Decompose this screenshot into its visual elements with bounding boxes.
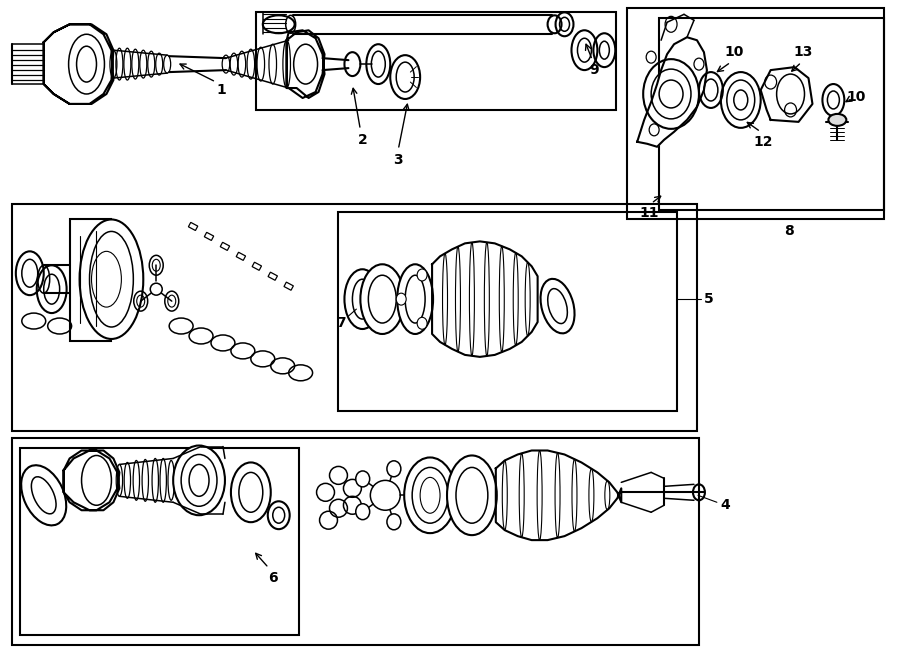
Bar bbox=[69, 219, 112, 341]
Text: 7: 7 bbox=[336, 316, 346, 330]
Bar bbox=[659, 19, 884, 210]
Bar bbox=[338, 212, 677, 410]
Ellipse shape bbox=[404, 457, 456, 533]
Polygon shape bbox=[287, 30, 325, 98]
Bar bbox=[188, 222, 198, 231]
Polygon shape bbox=[432, 241, 537, 357]
Bar bbox=[236, 253, 246, 260]
Ellipse shape bbox=[173, 446, 225, 515]
Bar bbox=[12, 438, 699, 644]
Bar bbox=[256, 13, 616, 110]
Ellipse shape bbox=[406, 487, 420, 503]
Ellipse shape bbox=[360, 264, 404, 334]
Text: 11: 11 bbox=[639, 206, 659, 221]
Ellipse shape bbox=[345, 269, 381, 329]
Bar bbox=[204, 232, 213, 241]
Bar bbox=[12, 204, 697, 430]
Text: 10: 10 bbox=[724, 45, 743, 59]
Ellipse shape bbox=[387, 514, 400, 529]
Bar bbox=[284, 282, 293, 290]
Ellipse shape bbox=[396, 293, 406, 305]
Polygon shape bbox=[64, 451, 120, 510]
Ellipse shape bbox=[79, 219, 143, 339]
Text: 5: 5 bbox=[704, 292, 714, 306]
Text: 8: 8 bbox=[784, 225, 794, 239]
Ellipse shape bbox=[417, 317, 428, 329]
Bar bbox=[627, 9, 884, 219]
Text: 9: 9 bbox=[590, 63, 599, 77]
Polygon shape bbox=[496, 451, 621, 540]
Bar bbox=[220, 243, 230, 251]
Ellipse shape bbox=[447, 455, 497, 535]
Ellipse shape bbox=[828, 114, 846, 126]
Polygon shape bbox=[44, 24, 113, 104]
Polygon shape bbox=[637, 37, 706, 147]
Ellipse shape bbox=[397, 264, 433, 334]
Ellipse shape bbox=[356, 471, 370, 487]
Text: 2: 2 bbox=[357, 133, 367, 147]
Text: 4: 4 bbox=[721, 498, 731, 512]
Ellipse shape bbox=[541, 279, 574, 333]
Ellipse shape bbox=[387, 461, 400, 477]
Text: 10: 10 bbox=[847, 90, 866, 104]
Bar bbox=[20, 447, 299, 635]
Text: 3: 3 bbox=[393, 153, 403, 167]
Ellipse shape bbox=[231, 463, 271, 522]
Bar bbox=[252, 262, 262, 270]
Polygon shape bbox=[760, 67, 813, 122]
Text: 1: 1 bbox=[216, 83, 226, 97]
Text: 13: 13 bbox=[794, 45, 814, 59]
Ellipse shape bbox=[22, 465, 67, 525]
Ellipse shape bbox=[417, 269, 428, 281]
Text: 12: 12 bbox=[754, 135, 773, 149]
Bar bbox=[268, 272, 277, 280]
Ellipse shape bbox=[356, 504, 370, 520]
Text: 6: 6 bbox=[268, 571, 277, 585]
